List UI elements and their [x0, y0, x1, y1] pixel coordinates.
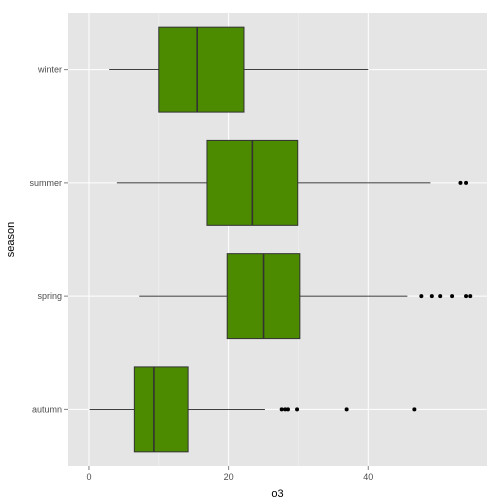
outlier-point	[458, 180, 463, 185]
axes: 0 20 40 autumn spring summer winter	[29, 65, 373, 482]
outlier-point	[464, 180, 469, 185]
x-tick-label: 20	[224, 472, 234, 482]
outlier-point	[285, 407, 290, 412]
x-tick-label: 40	[363, 472, 373, 482]
outlier-point	[412, 407, 417, 412]
outlier-point	[429, 294, 434, 299]
iqr-box	[158, 26, 245, 113]
y-tick-label: autumn	[32, 404, 62, 414]
outlier-point	[283, 407, 288, 412]
outlier-point	[468, 294, 473, 299]
y-tick-label: winter	[37, 65, 62, 75]
boxes	[89, 26, 473, 453]
y-axis-title: season	[5, 222, 17, 257]
x-axis-title: o3	[271, 488, 283, 500]
iqr-box	[133, 366, 189, 453]
outlier-point	[295, 407, 300, 412]
box-autumn	[89, 366, 417, 453]
outlier-point	[279, 407, 284, 412]
x-tick-label: 0	[86, 472, 91, 482]
y-tick-label: spring	[37, 291, 62, 301]
box-spring	[139, 253, 473, 340]
y-tick-label: summer	[29, 178, 62, 188]
outlier-point	[438, 294, 443, 299]
outlier-point	[344, 407, 349, 412]
box-summer	[116, 139, 469, 226]
outlier-point	[464, 294, 469, 299]
outlier-point	[450, 294, 455, 299]
box-winter	[109, 26, 369, 113]
plot-panel	[68, 13, 487, 466]
outlier-point	[419, 294, 424, 299]
